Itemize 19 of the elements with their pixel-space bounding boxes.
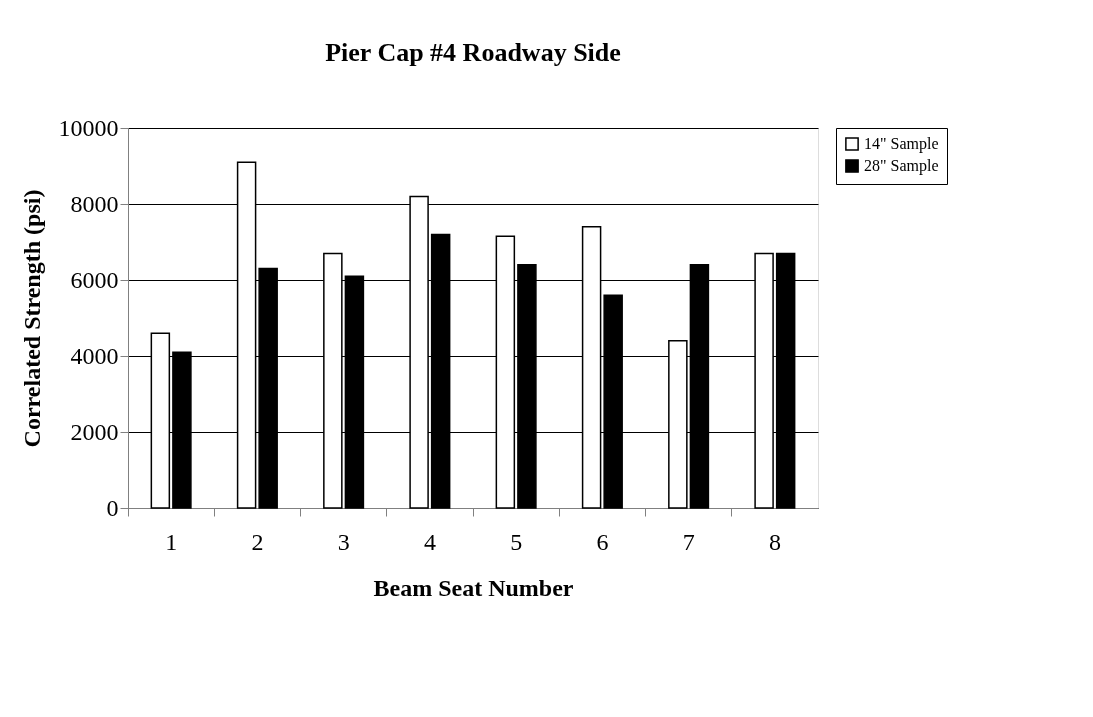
y-tick-label: 0 xyxy=(106,494,119,521)
y-tick-label: 6000 xyxy=(70,266,119,293)
legend-label: 14" Sample xyxy=(864,135,939,153)
y-tick-label: 2000 xyxy=(70,418,119,445)
x-tick-label: 3 xyxy=(337,528,350,555)
chart-title: Pier Cap #4 Roadway Side xyxy=(325,38,621,67)
x-tick-label: 7 xyxy=(682,528,695,555)
x-tick-label: 1 xyxy=(165,528,178,555)
y-tick-label: 4000 xyxy=(70,342,119,369)
x-tick-label: 4 xyxy=(423,528,436,555)
x-tick-label: 5 xyxy=(510,528,523,555)
y-tick-label: 8000 xyxy=(70,190,119,217)
x-tick-label: 8 xyxy=(768,528,781,555)
y-axis-title: Correlated Strength (psi) xyxy=(18,189,45,448)
y-tick-label: 10000 xyxy=(58,114,119,141)
legend-label: 28" Sample xyxy=(864,157,939,175)
x-tick-label: 6 xyxy=(596,528,609,555)
x-tick-label: 2 xyxy=(251,528,264,555)
x-axis-title: Beam Seat Number xyxy=(373,574,574,601)
